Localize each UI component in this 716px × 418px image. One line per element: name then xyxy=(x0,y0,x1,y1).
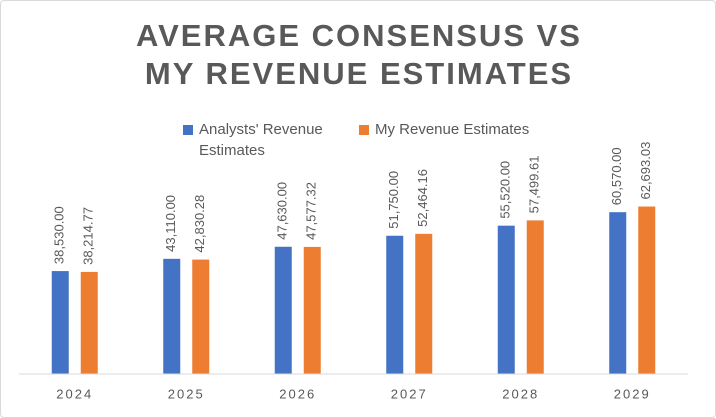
bar xyxy=(192,259,210,374)
data-label: 51,750.00 xyxy=(386,171,401,229)
x-tick-label: 2027 xyxy=(391,386,428,401)
legend-label: Analysts' Revenue Estimates xyxy=(199,121,323,159)
legend-item: My Revenue Estimates xyxy=(359,119,559,140)
legend-swatch xyxy=(359,125,369,135)
data-label: 60,570.00 xyxy=(609,147,624,205)
data-label: 55,520.00 xyxy=(498,161,513,219)
bar xyxy=(51,271,69,374)
data-label: 43,110.00 xyxy=(163,195,178,252)
x-tick-label: 2028 xyxy=(502,386,539,401)
data-label: 47,577.32 xyxy=(304,182,319,240)
bar xyxy=(415,233,433,374)
data-label: 42,830.28 xyxy=(192,195,207,253)
x-tick-label: 2024 xyxy=(56,386,93,401)
bar xyxy=(80,271,98,374)
legend-swatch xyxy=(183,125,193,135)
bar xyxy=(274,246,292,374)
legend-label: My Revenue Estimates xyxy=(375,121,530,138)
data-label: 57,499.61 xyxy=(527,156,542,214)
data-label: 47,630.00 xyxy=(275,182,290,240)
bar xyxy=(497,225,515,374)
x-tick-label: 2029 xyxy=(614,386,651,401)
bar xyxy=(526,220,544,374)
legend-item: Analysts' Revenue Estimates xyxy=(183,119,358,161)
data-label: 52,464.16 xyxy=(415,169,430,227)
bar xyxy=(163,258,181,374)
x-tick-label: 2026 xyxy=(279,386,316,401)
bar xyxy=(303,246,321,374)
chart-title: AVERAGE CONSENSUS VS MY REVENUE ESTIMATE… xyxy=(136,18,582,91)
bar xyxy=(638,206,656,374)
bar xyxy=(386,235,404,374)
x-tick-label: 2025 xyxy=(168,386,205,401)
data-label: 62,693.03 xyxy=(638,142,653,200)
data-label: 38,214.77 xyxy=(81,207,96,265)
bar xyxy=(609,212,627,374)
data-label: 38,530.00 xyxy=(52,206,67,264)
